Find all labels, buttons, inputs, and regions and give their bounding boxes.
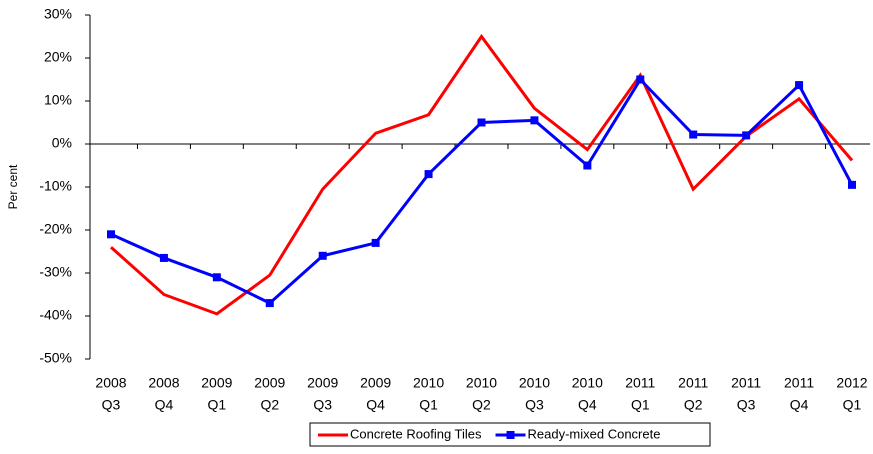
- x-tick-label: 2009: [360, 375, 391, 391]
- y-tick-label: -20%: [39, 221, 72, 237]
- marker: [583, 161, 592, 170]
- x-tick-label: 2009: [201, 375, 232, 391]
- x-tick-label: Q2: [684, 397, 703, 413]
- legend-label: Concrete Roofing Tiles: [350, 426, 482, 441]
- y-axis-label: Per cent: [6, 164, 20, 209]
- x-tick-label: 2012: [836, 375, 867, 391]
- x-tick-label: Q4: [155, 397, 174, 413]
- x-tick-label: 2011: [731, 375, 761, 391]
- x-tick-label: 2011: [625, 375, 655, 391]
- marker: [371, 238, 380, 247]
- y-tick-label: 10%: [44, 92, 72, 108]
- marker: [424, 170, 433, 179]
- x-tick-label: 2009: [254, 375, 285, 391]
- legend-label: Ready-mixed Concrete: [528, 426, 661, 441]
- x-tick-label: 2008: [148, 375, 179, 391]
- marker: [477, 118, 486, 127]
- x-tick-label: 2010: [519, 375, 550, 391]
- x-tick-label: 2009: [307, 375, 338, 391]
- marker: [318, 251, 327, 260]
- legend-marker: [506, 431, 515, 439]
- x-tick-label: Q3: [525, 397, 544, 413]
- legend: Concrete Roofing Tiles Ready-mixed Concre…: [309, 422, 711, 447]
- series-line: [110, 33, 854, 316]
- marker: [848, 180, 856, 189]
- x-tick-label: Q3: [313, 397, 332, 413]
- x-tick-label: Q1: [208, 397, 227, 413]
- y-tick-label: 0%: [52, 135, 72, 151]
- y-tick-label: -40%: [39, 307, 72, 323]
- y-tick-label: 30%: [44, 6, 72, 22]
- marker: [530, 116, 539, 125]
- x-tick-label: Q3: [737, 397, 756, 413]
- x-tick-label: 2010: [572, 375, 603, 391]
- x-tick-label: Q2: [260, 397, 279, 413]
- x-tick-label: Q4: [790, 397, 809, 413]
- marker: [265, 299, 274, 308]
- marker: [689, 130, 698, 139]
- y-tick-label: 20%: [44, 49, 72, 65]
- x-tick-label: 2011: [678, 375, 708, 391]
- x-tick-label: 2008: [95, 375, 126, 391]
- x-tick-label: Q4: [578, 397, 597, 413]
- x-tick-label: Q4: [366, 397, 385, 413]
- x-tick-label: Q3: [102, 397, 121, 413]
- marker: [212, 273, 221, 282]
- x-tick-label: 2010: [466, 375, 497, 391]
- marker: [742, 131, 751, 140]
- x-tick-label: 2010: [413, 375, 444, 391]
- y-tick-label: -50%: [39, 350, 72, 366]
- marker: [107, 230, 115, 239]
- y-tick-label: -10%: [39, 178, 72, 194]
- marker: [795, 81, 804, 90]
- series-line: [110, 77, 854, 305]
- x-tick-label: Q1: [843, 397, 862, 413]
- marker: [159, 253, 168, 262]
- x-tick-label: Q1: [419, 397, 438, 413]
- x-tick-label: Q1: [631, 397, 650, 413]
- marker: [636, 75, 645, 84]
- x-tick-label: Q2: [472, 397, 491, 413]
- x-tick-label: 2011: [784, 375, 814, 391]
- y-tick-label: -30%: [39, 264, 72, 280]
